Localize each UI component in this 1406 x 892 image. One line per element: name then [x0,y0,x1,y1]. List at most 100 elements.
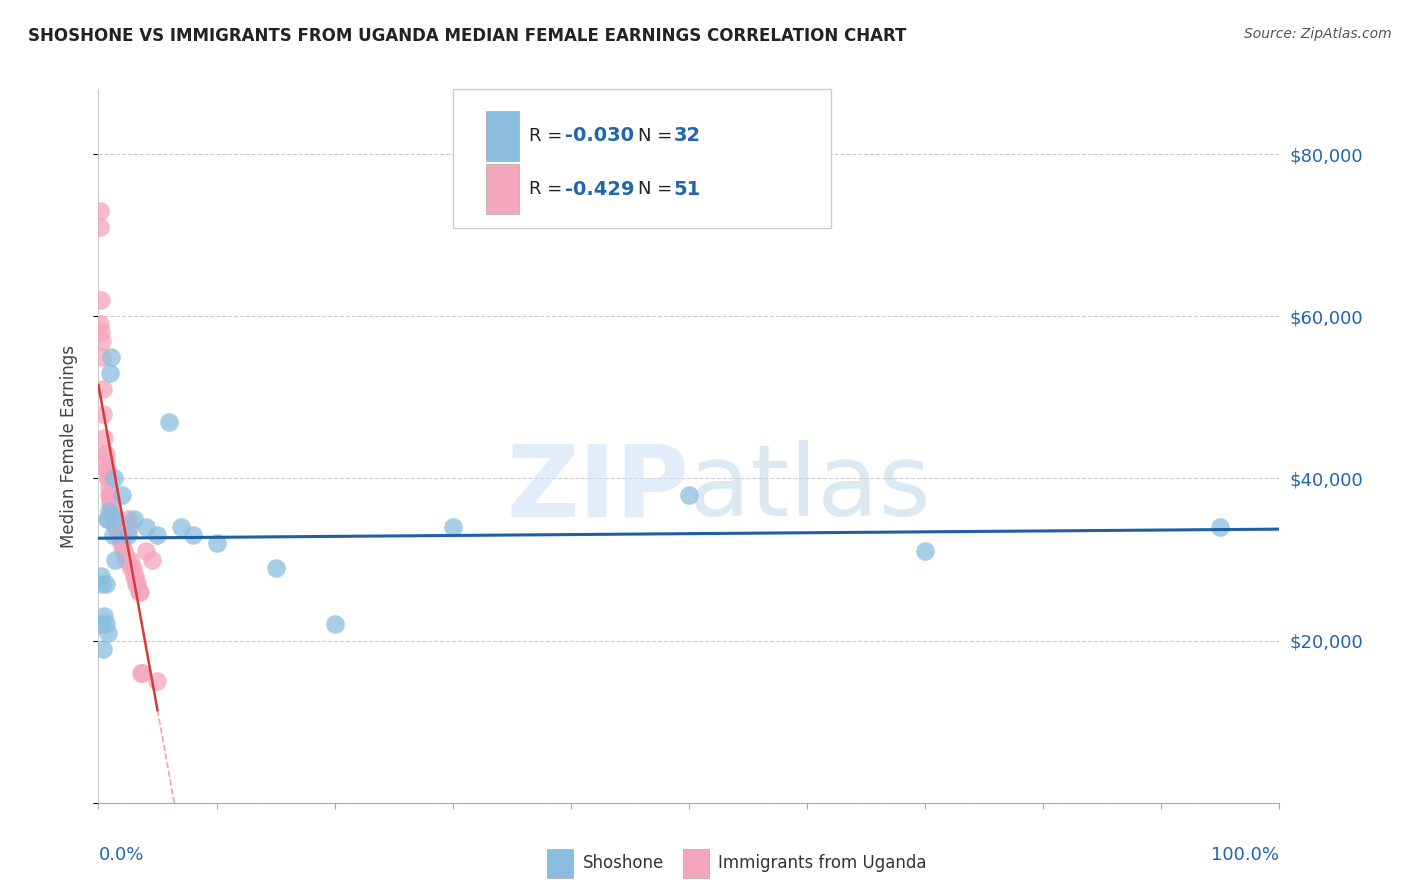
Point [96,463,118,477]
Point [117,528,139,542]
FancyBboxPatch shape [453,89,831,228]
Text: N =: N = [638,127,678,145]
Point [98,479,121,493]
Text: 32: 32 [673,126,700,145]
Point [94,617,117,632]
Point [101,528,124,542]
FancyBboxPatch shape [683,849,709,878]
Point [135,520,157,534]
Text: 0.0%: 0.0% [98,846,143,863]
Point [441,520,464,534]
Point [678,488,700,502]
Point [98,496,121,510]
Point [89,220,111,235]
Point [98,366,121,380]
Point [90,293,112,307]
Point [97,625,120,640]
FancyBboxPatch shape [486,111,519,161]
Point [105,520,128,534]
Text: Shoshone: Shoshone [582,855,664,872]
Text: R =: R = [530,180,568,198]
FancyBboxPatch shape [547,849,574,878]
Point [93,431,115,445]
Point [98,488,121,502]
Point [89,318,111,332]
Point [117,512,139,526]
Point [97,512,120,526]
Point [135,544,157,558]
Point [157,415,180,429]
FancyBboxPatch shape [486,164,519,214]
Point [1209,520,1232,534]
Point [118,520,141,534]
Point [98,504,121,518]
Point [128,585,150,599]
Point [124,568,146,582]
Point [97,471,120,485]
Text: atlas: atlas [689,441,931,537]
Text: -0.030: -0.030 [565,126,634,145]
Point [91,350,114,364]
Point [89,203,111,218]
Text: 51: 51 [673,179,700,199]
Point [90,568,112,582]
Point [110,536,132,550]
Point [93,609,115,624]
Point [91,382,114,396]
Point [205,536,228,550]
Point [112,544,135,558]
Y-axis label: Median Female Earnings: Median Female Earnings [59,344,77,548]
Point [91,577,114,591]
Text: -0.429: -0.429 [565,179,634,199]
Text: R =: R = [530,127,568,145]
Point [91,334,114,348]
Point [121,560,143,574]
Point [100,496,122,510]
Point [111,488,134,502]
Point [114,552,136,566]
Point [323,617,346,632]
Point [91,407,114,421]
Point [115,552,138,566]
Point [120,552,142,566]
Point [129,666,152,681]
Point [93,447,115,461]
Point [112,544,135,558]
Point [146,674,169,689]
Point [141,552,163,566]
Point [914,544,936,558]
Point [131,666,153,681]
Point [100,350,122,364]
Point [90,617,112,632]
Point [121,560,143,574]
Point [122,512,145,526]
Point [146,528,169,542]
Point [103,471,125,485]
Point [170,520,193,534]
Point [105,512,128,526]
Point [98,488,121,502]
Text: Source: ZipAtlas.com: Source: ZipAtlas.com [1244,27,1392,41]
Point [96,512,118,526]
Point [181,528,204,542]
Point [94,455,117,469]
Point [97,471,120,485]
Point [108,528,131,542]
Text: N =: N = [638,180,678,198]
Point [107,528,129,542]
Point [94,577,117,591]
Point [127,577,149,591]
Point [94,447,117,461]
Point [128,585,150,599]
Point [122,568,145,582]
Point [96,463,118,477]
Point [101,504,124,518]
Text: Immigrants from Uganda: Immigrants from Uganda [718,855,927,872]
Point [111,536,134,550]
Text: 100.0%: 100.0% [1212,846,1279,863]
Point [104,552,127,566]
Point [90,326,112,340]
Text: SHOSHONE VS IMMIGRANTS FROM UGANDA MEDIAN FEMALE EARNINGS CORRELATION CHART: SHOSHONE VS IMMIGRANTS FROM UGANDA MEDIA… [28,27,907,45]
Point [105,520,128,534]
Point [125,577,148,591]
